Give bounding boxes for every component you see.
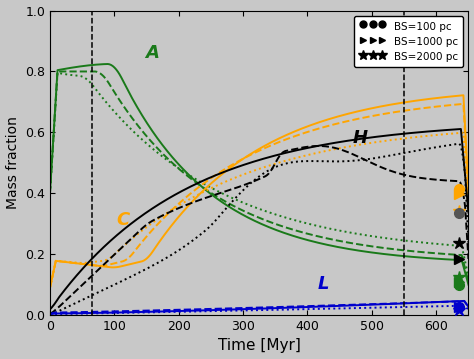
Text: L: L (317, 275, 328, 293)
Y-axis label: Mass fraction: Mass fraction (6, 116, 19, 209)
Text: A: A (145, 44, 159, 62)
Text: H: H (353, 129, 368, 147)
Legend: BS=100 pc, BS=1000 pc, BS=2000 pc: BS=100 pc, BS=1000 pc, BS=2000 pc (355, 16, 463, 67)
Text: C: C (116, 211, 129, 229)
X-axis label: Time [Myr]: Time [Myr] (218, 339, 301, 354)
